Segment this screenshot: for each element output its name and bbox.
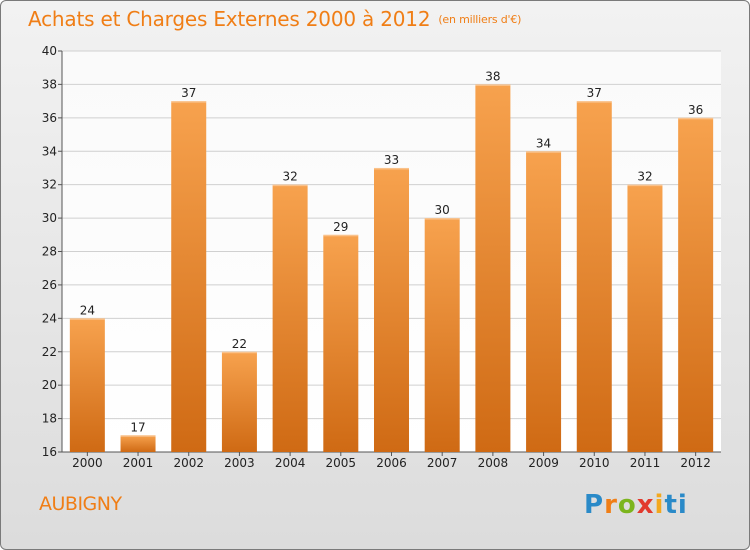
y-tick-label: 16 <box>42 445 57 459</box>
logo-letter: r <box>604 490 618 520</box>
data-label: 32 <box>282 170 297 184</box>
data-label: 37 <box>181 86 196 100</box>
x-tick-label: 2004 <box>275 456 306 470</box>
data-label: 30 <box>435 203 450 217</box>
logo-letter: o <box>617 490 637 520</box>
x-tick-label: 2001 <box>123 456 154 470</box>
y-tick-label: 34 <box>42 144 57 158</box>
data-label: 34 <box>536 136 551 150</box>
bar-highlight <box>272 184 308 187</box>
y-tick-label: 18 <box>42 412 57 426</box>
y-tick-label: 40 <box>42 44 57 58</box>
bar <box>475 84 511 453</box>
y-tick-label: 20 <box>42 378 57 392</box>
bar <box>526 151 562 452</box>
x-tick-label: 2009 <box>528 456 559 470</box>
bar-highlight <box>323 234 359 237</box>
bar <box>678 117 714 452</box>
logo-letter: i <box>654 490 665 520</box>
bar <box>323 234 359 452</box>
data-label: 38 <box>485 69 500 83</box>
y-tick-label: 24 <box>42 311 57 325</box>
x-tick-label: 2002 <box>173 456 204 470</box>
chart-title-text: Achats et Charges Externes 2000 à 2012 <box>28 7 431 31</box>
logo-letter: P <box>584 490 605 520</box>
bar-highlight <box>678 117 714 120</box>
bar-highlight <box>374 167 409 170</box>
data-label: 29 <box>333 220 348 234</box>
bar-highlight <box>221 351 257 354</box>
bar-highlight <box>627 184 663 187</box>
bar <box>272 184 308 452</box>
x-tick-label: 2006 <box>376 456 407 470</box>
data-label: 37 <box>587 86 602 100</box>
bar <box>120 435 156 452</box>
y-tick-label: 36 <box>42 111 57 125</box>
bar-highlight <box>69 318 105 320</box>
bar <box>69 318 105 452</box>
y-tick-label: 26 <box>42 278 57 292</box>
bar <box>221 351 257 452</box>
data-label: 33 <box>384 153 399 167</box>
proxiti-logo: Proxiti <box>584 490 688 520</box>
bar-highlight <box>475 84 511 86</box>
data-label: 24 <box>80 303 95 317</box>
bar <box>424 218 460 452</box>
x-tick-label: 2011 <box>630 456 661 470</box>
bar-highlight <box>424 218 460 220</box>
y-tick-label: 28 <box>42 245 57 259</box>
x-tick-label: 2003 <box>224 456 255 470</box>
y-tick-label: 32 <box>42 178 57 192</box>
bar <box>576 101 612 452</box>
bar-highlight <box>120 435 156 437</box>
chart-unit: (en milliers d'€) <box>438 13 522 26</box>
data-label: 32 <box>637 170 652 184</box>
data-label: 22 <box>232 337 247 351</box>
x-tick-label: 2012 <box>680 456 711 470</box>
y-tick-label: 30 <box>42 211 57 225</box>
data-label: 36 <box>688 103 703 117</box>
bar <box>171 101 207 452</box>
bar-highlight <box>526 151 562 153</box>
logo-letter: x <box>636 490 655 520</box>
x-tick-label: 2005 <box>326 456 357 470</box>
bar <box>627 184 663 452</box>
commune-name: AUBIGNY <box>39 493 122 515</box>
bar-highlight <box>576 101 612 103</box>
logo-letter: ti <box>664 490 688 520</box>
y-tick-label: 38 <box>42 77 57 91</box>
x-tick-label: 2000 <box>72 456 103 470</box>
x-tick-label: 2008 <box>478 456 509 470</box>
bar-highlight <box>171 101 207 103</box>
data-label: 17 <box>130 420 145 434</box>
chart-title: Achats et Charges Externes 2000 à 2012 (e… <box>28 7 521 31</box>
x-tick-label: 2010 <box>579 456 610 470</box>
x-tick-label: 2007 <box>427 456 458 470</box>
y-tick-label: 22 <box>42 345 57 359</box>
bar <box>374 167 409 453</box>
